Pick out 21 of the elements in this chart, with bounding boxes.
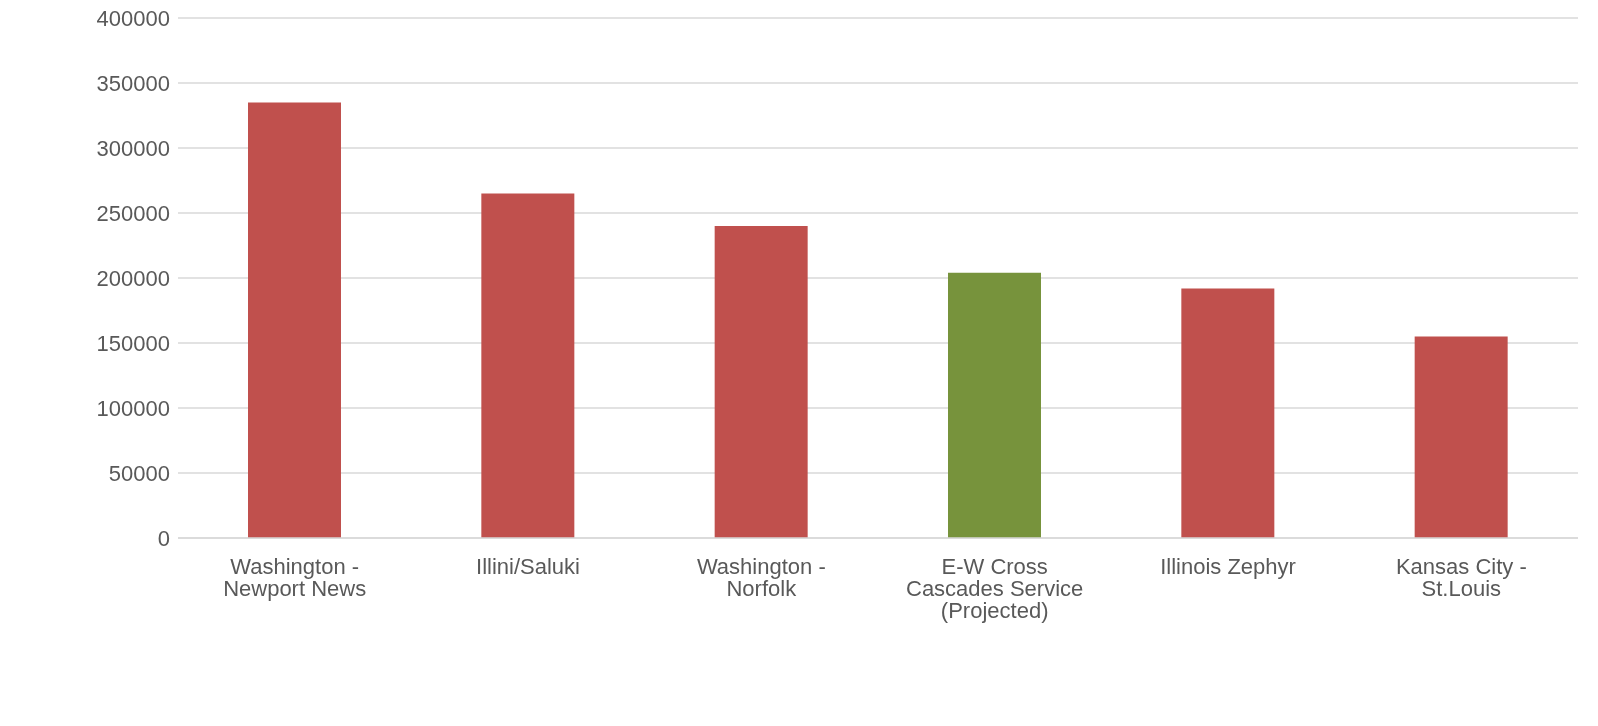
x-tick-label: E-W Cross Cascades Service (Projected) (906, 553, 1084, 623)
x-tick-label: Illini/Saluki (476, 553, 580, 579)
y-tick-label: 250000 (96, 200, 170, 226)
y-tick-label: 100000 (96, 395, 170, 421)
y-tick-label: 150000 (96, 330, 170, 356)
bar (481, 193, 575, 538)
bar (714, 226, 808, 538)
x-tick-label: Kansas City - St.Louis (1395, 553, 1527, 601)
y-tick-label: 50000 (108, 460, 170, 486)
bar (1181, 288, 1275, 538)
y-tick-label: 0 (157, 525, 170, 551)
y-tick-label: 300000 (96, 135, 170, 161)
y-tick-label: 200000 (96, 265, 170, 291)
bar (948, 272, 1041, 538)
bar (1414, 336, 1508, 538)
x-tick-label: Washington - Norfolk (696, 553, 826, 601)
x-tick-label: Washington - Newport News (223, 553, 367, 601)
y-tick-label: 350000 (96, 70, 170, 96)
bar (248, 102, 341, 538)
x-tick-label: Illinois Zephyr (1160, 553, 1296, 579)
y-tick-label: 400000 (96, 5, 170, 31)
